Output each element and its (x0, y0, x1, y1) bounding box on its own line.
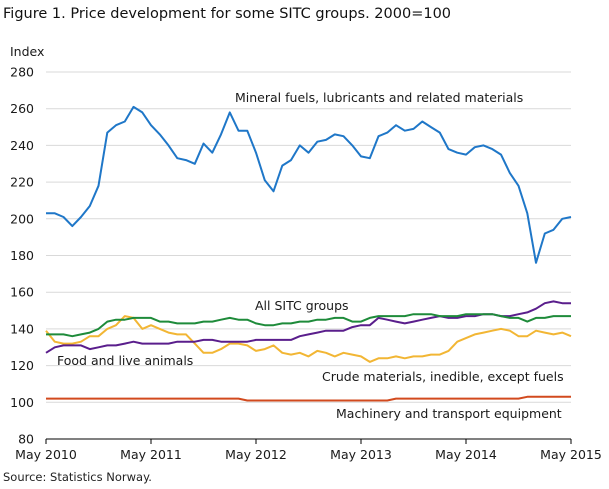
series-labels: Mineral fuels, lubricants and related ma… (57, 90, 564, 421)
chart-title: Figure 1. Price development for some SIT… (3, 6, 452, 22)
axes: Index (10, 44, 571, 440)
x-tick-labels: May 2010 May 2011 May 2012 May 2013 May 2014… (15, 439, 602, 462)
y-tick-label: 240 (10, 138, 34, 153)
series-line-0 (46, 105, 572, 264)
x-tick-label: May 2015 (540, 447, 602, 462)
y-tick-label: 120 (10, 358, 34, 373)
series-line-1 (46, 313, 571, 338)
y-tick-label: 260 (10, 101, 34, 116)
y-tick-label: 80 (18, 432, 34, 447)
x-tick-label: May 2011 (120, 447, 182, 462)
y-tick-label: 100 (10, 395, 34, 410)
y-tick-labels: 80 100 120 140 160 180 200 220 240 260 280 (10, 65, 34, 447)
y-tick-label: 280 (10, 65, 34, 80)
series-label: Food and live animals (57, 353, 193, 368)
x-tick-label: May 2014 (435, 447, 497, 462)
x-tick-label: May 2013 (330, 447, 392, 462)
series-label: Machinery and transport equipment (336, 406, 562, 421)
y-tick-label: 220 (10, 175, 34, 190)
series-line-4 (46, 395, 571, 402)
x-tick-label: May 2010 (15, 447, 77, 462)
series-label: Crude materials, inedible, except fuels (322, 369, 564, 384)
y-tick-label: 160 (10, 285, 34, 300)
series-label: All SITC groups (255, 298, 349, 313)
y-axis-label: Index (10, 44, 44, 59)
source-note: Source: Statistics Norway. (3, 470, 152, 484)
x-tick-label: May 2012 (225, 447, 287, 462)
series-label: Mineral fuels, lubricants and related ma… (235, 90, 523, 105)
y-tick-label: 140 (10, 321, 34, 336)
series-lines (45, 105, 572, 402)
y-tick-label: 200 (10, 211, 34, 226)
y-tick-label: 180 (10, 248, 34, 263)
